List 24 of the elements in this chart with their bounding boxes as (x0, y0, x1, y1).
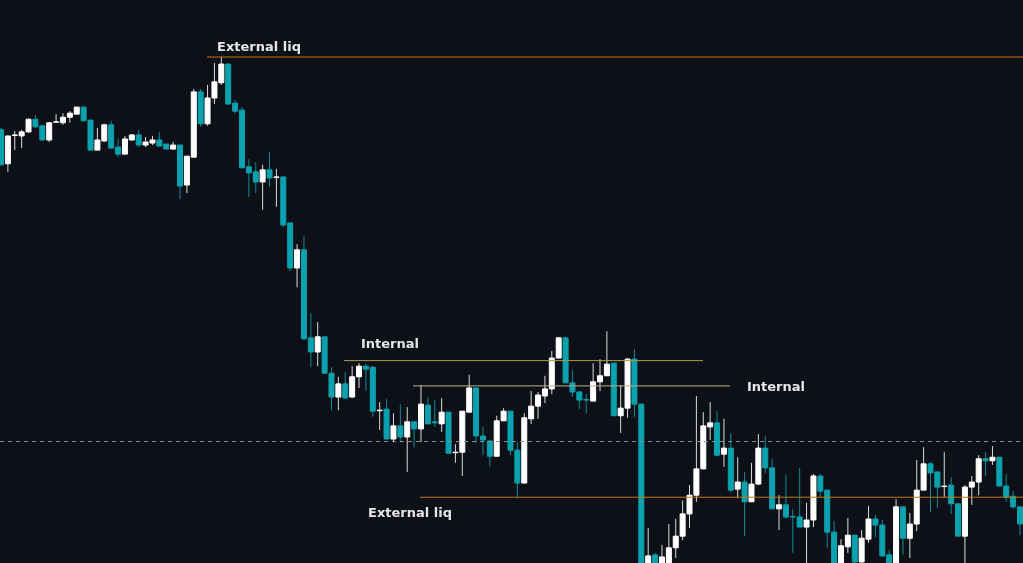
candlestick (741, 471, 748, 537)
candlestick (314, 321, 321, 367)
candlestick (273, 168, 280, 208)
ref-line-label: External liq (368, 505, 452, 521)
ref-line-label: Internal (747, 378, 806, 394)
candlestick (266, 151, 273, 188)
candlestick (720, 418, 727, 468)
candlestick (397, 403, 404, 443)
candlestick (645, 527, 652, 563)
ref-line-label: Internal (361, 335, 420, 351)
candlestick (335, 376, 342, 411)
candlestick (404, 406, 411, 473)
candlestick (941, 451, 948, 498)
candlestick (989, 445, 996, 466)
candlestick (342, 371, 349, 400)
candlestick (390, 412, 397, 443)
candlestick (734, 456, 741, 499)
candlestick (411, 421, 418, 448)
candlestick (259, 164, 266, 211)
candlestick (982, 451, 989, 477)
candlestick (776, 494, 783, 531)
candlestick (294, 243, 301, 288)
candlestick (438, 397, 445, 433)
ref-line-label: External liq (217, 39, 301, 54)
